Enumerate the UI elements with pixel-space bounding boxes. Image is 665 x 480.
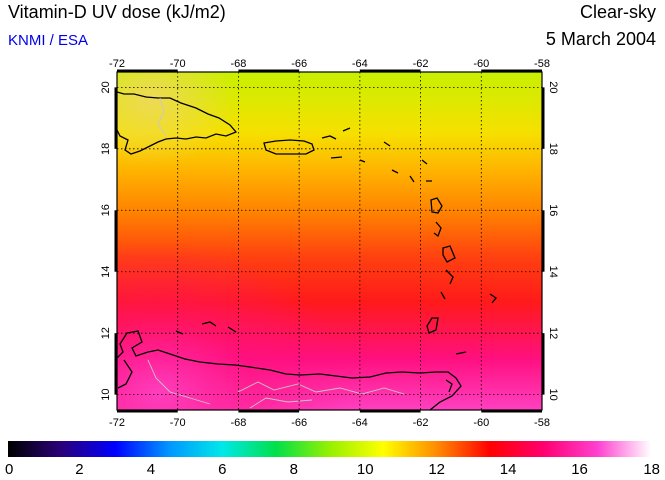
coast-hispaniola [117,91,238,155]
uv-lowspot [117,72,542,410]
colorbar-tick-label: 2 [75,461,83,478]
lat-tick-label-left: 10 [100,389,112,401]
lat-tick-label-left: 20 [100,81,112,93]
coast-south-america [117,330,462,410]
lon-tick-label-top: -68 [230,58,246,70]
country-borders [147,97,405,409]
lat-tick-label-right: 14 [547,266,559,278]
coastlines [117,91,497,410]
colorbar [8,441,651,457]
lat-tick-label-right: 16 [547,204,559,216]
colorbar-tick-label: 10 [357,461,374,478]
coast-virgin-islands [321,127,366,163]
lon-tick-label-top: -58 [534,58,550,70]
colorbar-tick-label: 14 [500,461,517,478]
colorbar-tick-label: 4 [147,461,155,478]
lon-tick-label-bottom: -68 [230,417,246,429]
date-label: 5 March 2004 [545,29,656,49]
lat-tick-label-left: 12 [100,327,112,339]
coast-leeward-islands [383,141,497,334]
coast-puerto-rico [263,139,315,155]
lon-tick-label-bottom: -62 [413,417,429,429]
lon-tick-label-bottom: -70 [170,417,186,429]
colorbar-tick-label: 16 [571,461,588,478]
lon-tick-label-bottom: -60 [473,417,489,429]
lon-tick-label-top: -72 [109,58,125,70]
lon-tick-label-top: -60 [473,58,489,70]
axis-tick-labels: -72 -72 -70 -70 -68 -68 -66 -66 -64 -64 -62 -62 -60 -… [100,58,559,429]
map-title: Vitamin-D UV dose (kJ/m2) [8,2,226,22]
lon-tick-label-bottom: -64 [352,417,368,429]
lon-tick-label-bottom: -66 [291,417,307,429]
colorbar-tick-label: 18 [643,461,660,478]
lat-tick-label-left: 18 [100,143,112,155]
lon-tick-label-top: -62 [413,58,429,70]
lat-tick-label-right: 10 [547,389,559,401]
sky-condition-label: Clear-sky [579,2,656,22]
lon-tick-label-top: -64 [352,58,368,70]
lon-tick-label-top: -66 [291,58,307,70]
colorbar-tick-label: 0 [5,461,13,478]
lat-tick-label-right: 20 [547,81,559,93]
credit-label: KNMI / ESA [8,32,89,49]
lat-tick-label-right: 18 [547,143,559,155]
frame-ticks [114,69,545,413]
coast-trinidad [445,351,467,393]
lon-tick-label-bottom: -72 [109,417,125,429]
lat-tick-label-right: 12 [547,327,559,339]
lat-tick-label-left: 14 [100,266,112,278]
colorbar-tick-label: 12 [428,461,445,478]
graticule [117,72,542,410]
lon-tick-label-bottom: -58 [534,417,550,429]
lat-tick-label-left: 16 [100,204,112,216]
colorbar-tick-label: 8 [290,461,298,478]
lon-tick-label-top: -70 [170,58,186,70]
colorbar-tick-labels: 0 2 4 6 8 10 12 14 16 18 [5,461,660,478]
coast-maracaibo [117,359,133,389]
colorbar-tick-label: 6 [218,461,226,478]
